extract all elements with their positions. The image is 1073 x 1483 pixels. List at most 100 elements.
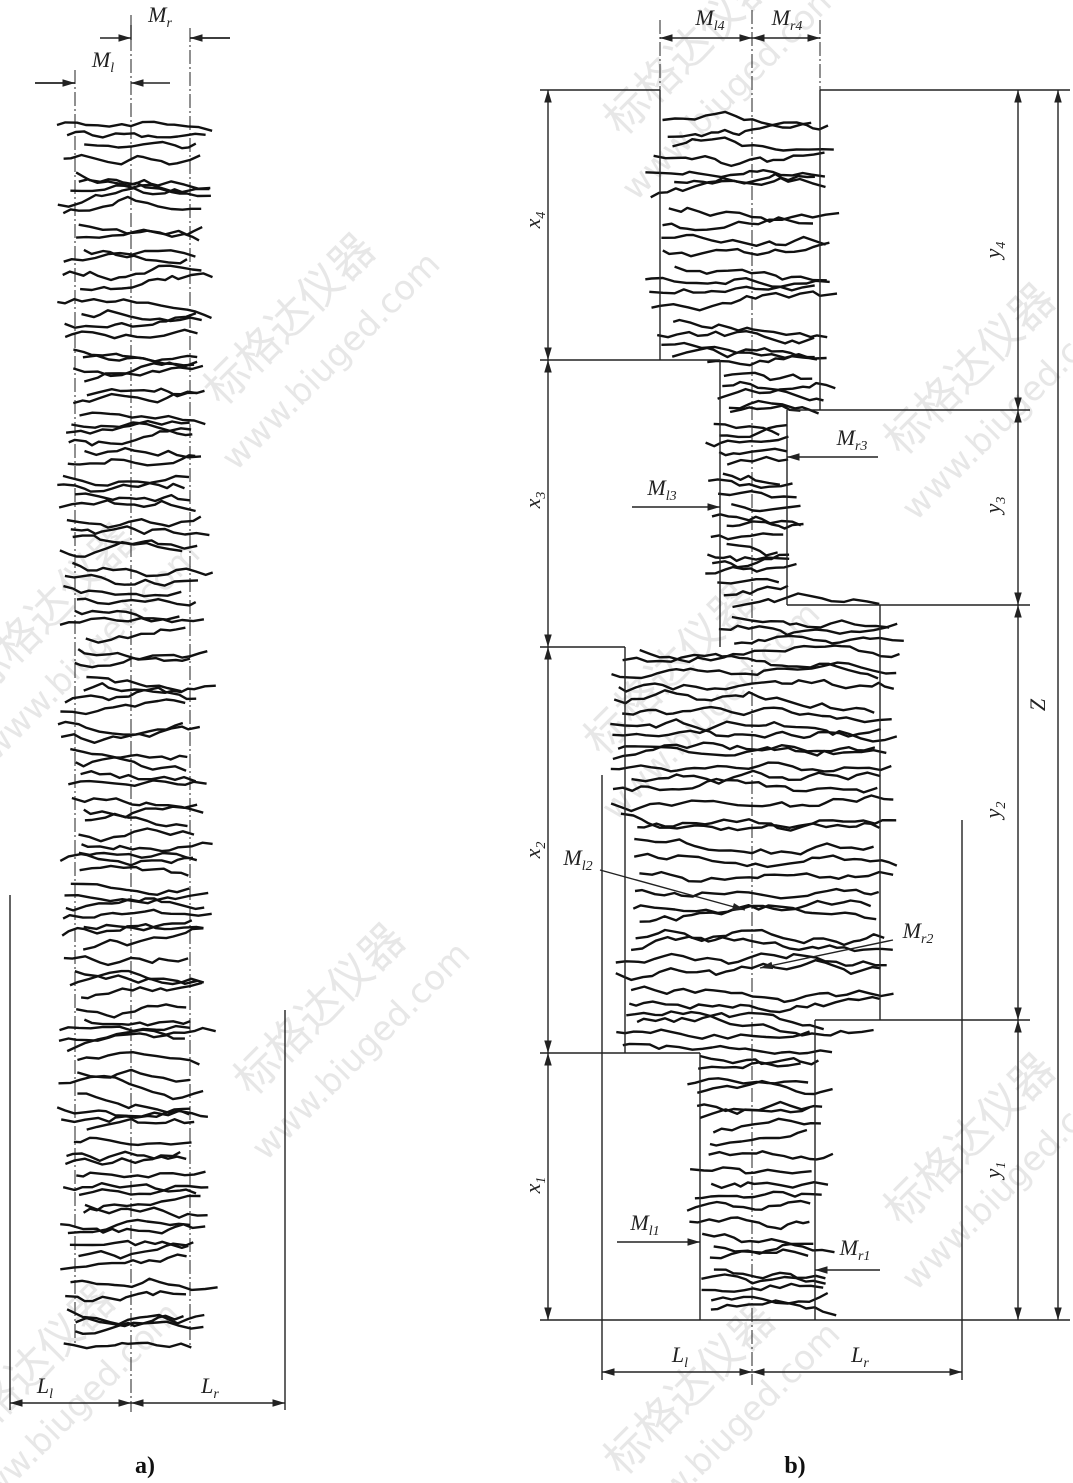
crack-fiber [633, 852, 898, 869]
crack-fiber [713, 1268, 826, 1280]
crack-fiber [75, 753, 188, 768]
crack-fiber [83, 248, 188, 265]
dimension-label: x1 [520, 1177, 549, 1195]
crack-fiber [672, 318, 828, 339]
crack-fiber [80, 770, 197, 783]
crack-fiber [83, 919, 193, 932]
label-subscript: r [213, 1387, 219, 1402]
watermark: 标格达仪器www.biuged.com [849, 249, 1073, 528]
crack-fiber [639, 644, 900, 664]
crack-fiber [719, 423, 788, 439]
crack-fiber [710, 532, 784, 541]
crack-fiber [674, 172, 815, 185]
label-symbol: y [980, 1168, 1005, 1180]
crack-fiber [67, 1218, 191, 1235]
crack-fiber [60, 1107, 190, 1124]
crack-fiber [620, 812, 897, 832]
crack-fiber [57, 187, 210, 208]
crack-fiber [639, 870, 894, 883]
crack-fiber [729, 404, 801, 414]
crack-fiber [64, 328, 198, 340]
label-subscript: l2 [582, 859, 593, 874]
crack-fiber [72, 360, 198, 378]
crack-fiber [708, 478, 793, 489]
crack-fiber [722, 380, 824, 402]
label-subscript: 1 [534, 1177, 549, 1184]
crack-fiber [718, 622, 898, 637]
dimension-label: Ml3 [646, 475, 676, 504]
crack-fiber [732, 592, 880, 609]
crack-fiber [611, 661, 897, 680]
crack-fiber [83, 1018, 191, 1027]
crack-fiber [62, 195, 202, 215]
watermark: 标格达仪器www.biuged.com [199, 889, 478, 1168]
crack-fiber [62, 474, 185, 490]
crack-fiber [57, 474, 190, 493]
crack-fiber [75, 1314, 184, 1328]
dimension-label: Ml1 [629, 1210, 659, 1239]
crack-fiber [710, 1181, 829, 1190]
crack-fiber [63, 955, 189, 967]
crack-fiber [651, 290, 838, 312]
label-symbol: M [771, 5, 792, 30]
crack-fiber [634, 887, 880, 900]
watermark: 标格达仪器www.biuged.com [849, 1019, 1073, 1298]
label-symbol: M [147, 2, 168, 27]
crack-fiber [61, 923, 204, 937]
crack-fiber [726, 455, 789, 466]
crack-fiber [662, 241, 830, 258]
label-subscript: 3 [534, 492, 549, 500]
crack-fiber [705, 562, 797, 575]
crack-fiber [63, 249, 196, 263]
crack-fiber [60, 1253, 187, 1271]
crack-fiber [66, 1026, 216, 1053]
label-symbol: M [694, 5, 715, 30]
crack-fiber [82, 927, 204, 951]
crack-fiber [622, 1042, 833, 1055]
dimension-label: Mr3 [836, 425, 868, 454]
crack-fiber [639, 899, 872, 923]
crack-fiber [728, 399, 820, 415]
dimension-label: Lr [200, 1373, 219, 1402]
crack-fiber [709, 1128, 808, 1147]
crack-fiber [699, 1100, 823, 1120]
crack-fiber [610, 761, 892, 773]
label-symbol: L [200, 1373, 213, 1398]
crack-fiber [630, 985, 894, 1004]
crack-fiber [63, 584, 182, 598]
crack-fiber [645, 276, 830, 288]
label-subscript: r4 [790, 19, 802, 34]
label-subscript: l [110, 61, 114, 76]
crack-fiber [64, 312, 197, 329]
crack-fiber [75, 1003, 187, 1019]
crack-fiber [70, 183, 185, 194]
dimension-label: x2 [520, 842, 549, 860]
crack-fiber [77, 1051, 200, 1066]
crack-fiber [717, 577, 780, 585]
dimension-label: Mr [147, 2, 172, 31]
crack-fiber [83, 364, 204, 383]
crack-fiber [661, 233, 827, 247]
crack-fiber [73, 1136, 192, 1147]
crack-fiber [63, 1341, 192, 1350]
crack-fiber [82, 1194, 201, 1214]
crack-fiber [718, 447, 788, 457]
crack-fiber [70, 747, 187, 772]
label-symbol: x [520, 1183, 545, 1194]
crack-fiber [622, 705, 892, 724]
crack-fiber [76, 226, 203, 239]
crack-fiber [635, 928, 893, 953]
crack-fiber [694, 1190, 822, 1200]
crack-fiber [631, 773, 878, 794]
label-symbol: M [562, 845, 583, 870]
crack-fiber [632, 904, 877, 921]
dimension-label: Ll [671, 1342, 688, 1371]
label-subscript: l4 [714, 19, 725, 34]
dimension-label: Ml4 [694, 5, 724, 34]
crack-fiber [701, 1282, 824, 1293]
crack-fiber [65, 1290, 187, 1303]
crack-fiber [76, 597, 197, 607]
crack-fiber [74, 650, 208, 669]
crack-fiber [64, 573, 199, 587]
crack-fiber [80, 272, 213, 292]
